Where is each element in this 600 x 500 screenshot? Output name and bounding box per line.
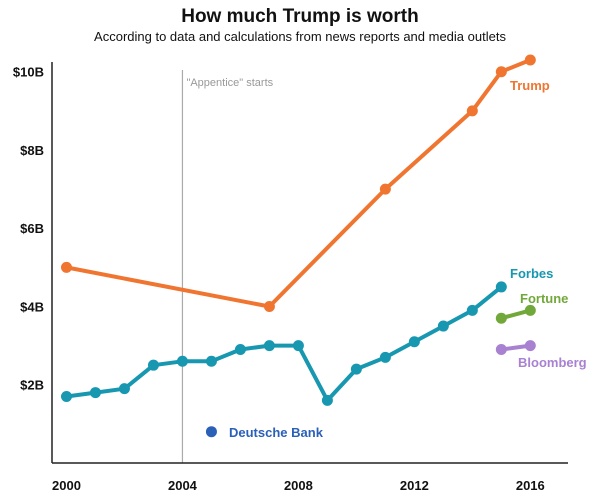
data-point-forbes [292, 340, 304, 352]
series-label-deutsche-bank: Deutsche Bank [229, 425, 324, 440]
data-point-forbes [205, 355, 217, 367]
data-point-bloomberg [524, 340, 536, 352]
x-tick-label: 2004 [168, 478, 198, 493]
series-line-forbes [64, 284, 504, 403]
data-point-trump [495, 66, 507, 78]
data-point-forbes [118, 383, 130, 395]
data-point-fortune [524, 304, 536, 316]
data-point-trump [466, 105, 478, 117]
data-point-forbes [89, 387, 101, 399]
series-line-trump [64, 58, 533, 309]
x-tick-label: 2012 [400, 478, 429, 493]
y-tick-label: $4B [20, 299, 44, 314]
data-point-trump [379, 183, 391, 195]
data-point-forbes [60, 390, 72, 402]
series-label-trump: Trump [510, 78, 550, 93]
y-tick-label: $2B [20, 378, 44, 393]
data-point-forbes [408, 336, 420, 348]
data-point-forbes [379, 351, 391, 363]
data-point-forbes [466, 304, 478, 316]
x-tick-label: 2000 [52, 478, 81, 493]
series-label-forbes: Forbes [510, 266, 553, 281]
y-tick-label: $6B [20, 221, 44, 236]
x-tick-label: 2016 [516, 478, 545, 493]
data-point-trump [263, 300, 275, 312]
data-point-bloomberg [495, 344, 507, 356]
data-point-forbes [495, 281, 507, 293]
data-point-forbes [234, 344, 246, 356]
data-point-forbes [437, 320, 449, 332]
series-label-bloomberg: Bloomberg [518, 355, 587, 370]
y-tick-label: $10B [13, 65, 44, 80]
data-point-forbes [350, 363, 362, 375]
data-point-forbes [176, 355, 188, 367]
data-point-trump [60, 261, 72, 273]
series-label-fortune: Fortune [520, 291, 568, 306]
data-point-forbes [147, 359, 159, 371]
data-point-deutsche-bank [205, 426, 217, 438]
data-point-trump [524, 54, 536, 66]
chart-title: How much Trump is worth [181, 6, 419, 27]
data-point-fortune [495, 312, 507, 324]
x-tick-label: 2008 [284, 478, 313, 493]
chart-subtitle: According to data and calculations from … [94, 29, 506, 44]
y-tick-label: $8B [20, 143, 44, 158]
annotation-label: "Appentice" starts [186, 77, 273, 89]
data-point-forbes [321, 394, 333, 406]
data-point-forbes [263, 340, 275, 352]
